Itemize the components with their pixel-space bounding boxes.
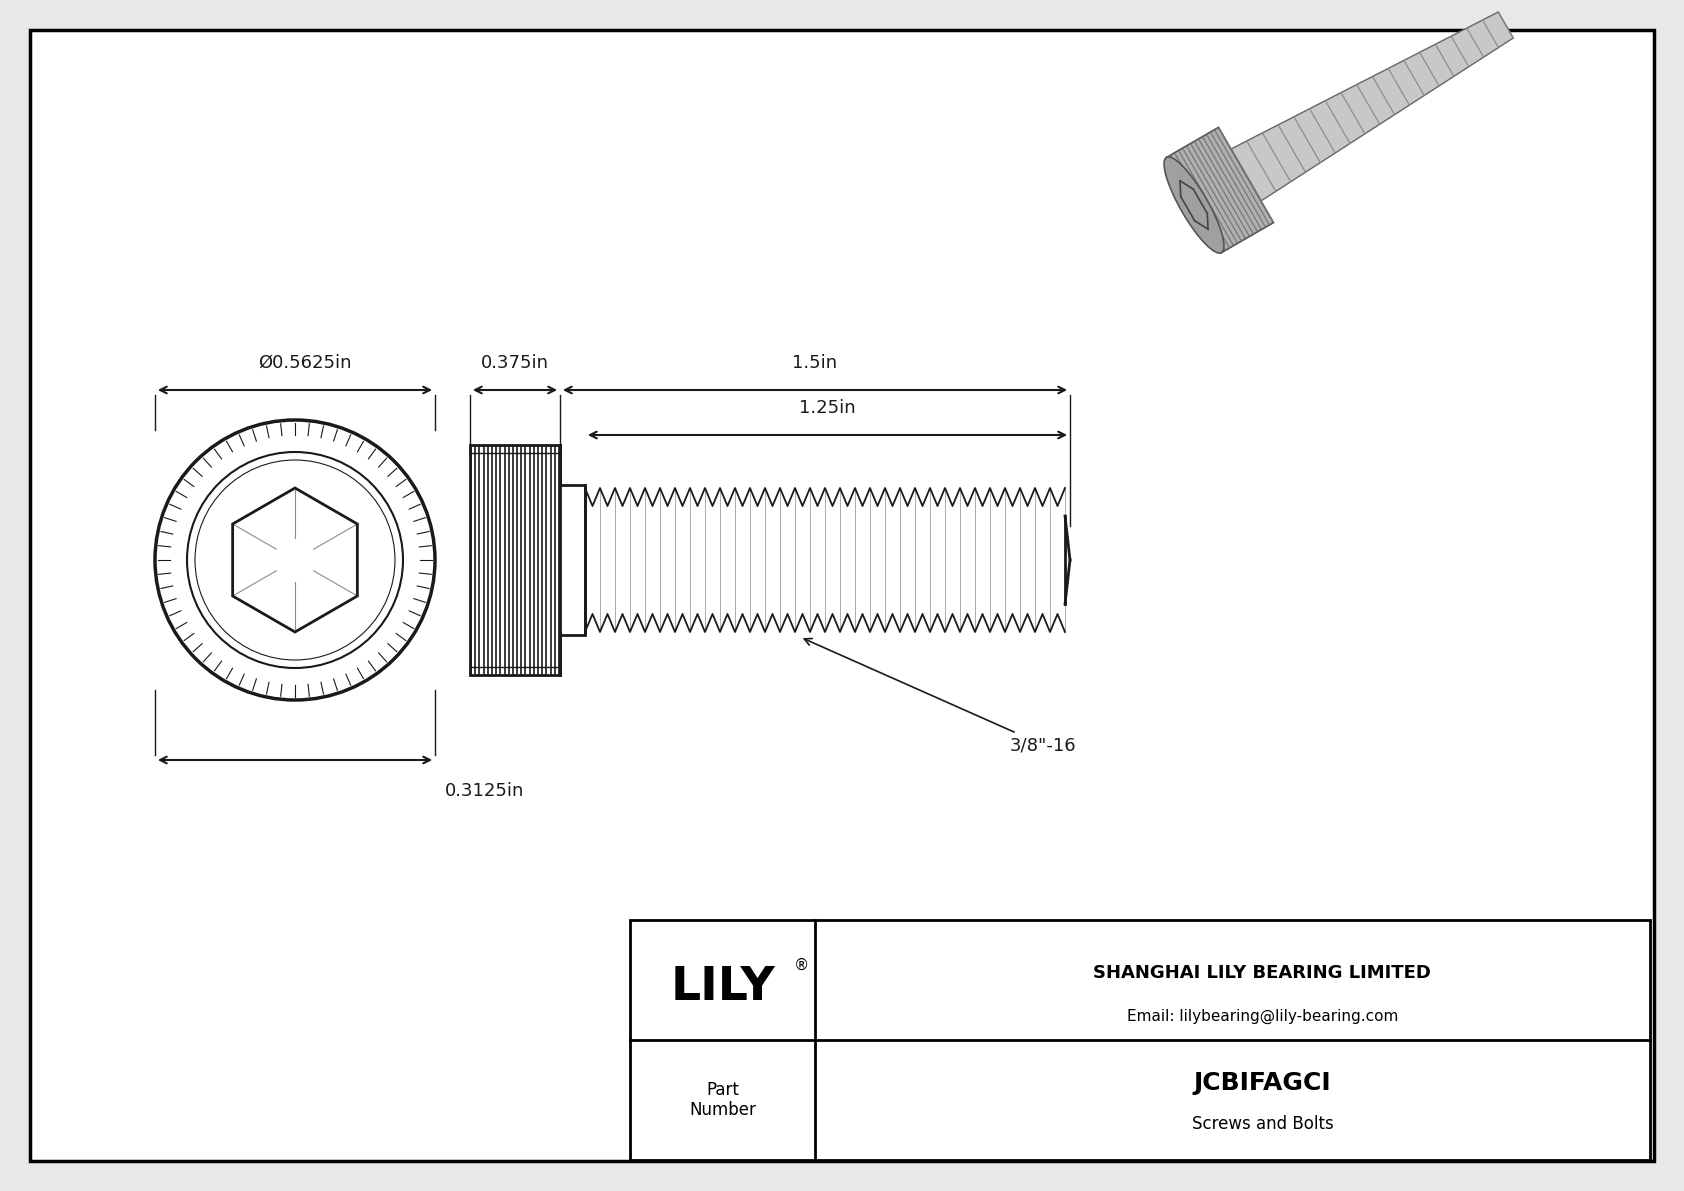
Bar [561, 485, 584, 635]
Text: Ø0.5625in: Ø0.5625in [258, 354, 352, 372]
Text: 0.3125in: 0.3125in [445, 782, 524, 800]
Polygon shape [1231, 12, 1514, 201]
Text: LILY: LILY [670, 965, 775, 1010]
Text: 0.375in: 0.375in [482, 354, 549, 372]
Bar [584, 488, 1064, 632]
Bar [470, 445, 561, 675]
Text: 1.25in: 1.25in [800, 399, 855, 417]
Bar [630, 919, 1650, 1160]
Ellipse shape [1164, 157, 1224, 254]
Text: 1.5in: 1.5in [793, 354, 837, 372]
Bar [470, 445, 561, 675]
Text: JCBIFAGCI: JCBIFAGCI [1194, 1071, 1332, 1096]
Text: SHANGHAI LILY BEARING LIMITED: SHANGHAI LILY BEARING LIMITED [1093, 964, 1431, 981]
Circle shape [155, 420, 434, 700]
Text: 3/8"-16: 3/8"-16 [805, 638, 1076, 754]
Polygon shape [232, 488, 357, 632]
Text: Email: lilybearing@lily-bearing.com: Email: lilybearing@lily-bearing.com [1127, 1009, 1398, 1023]
Polygon shape [1167, 127, 1273, 252]
Text: ®: ® [793, 958, 808, 973]
Text: Screws and Bolts: Screws and Bolts [1192, 1115, 1334, 1133]
Text: Part
Number: Part Number [689, 1080, 756, 1120]
